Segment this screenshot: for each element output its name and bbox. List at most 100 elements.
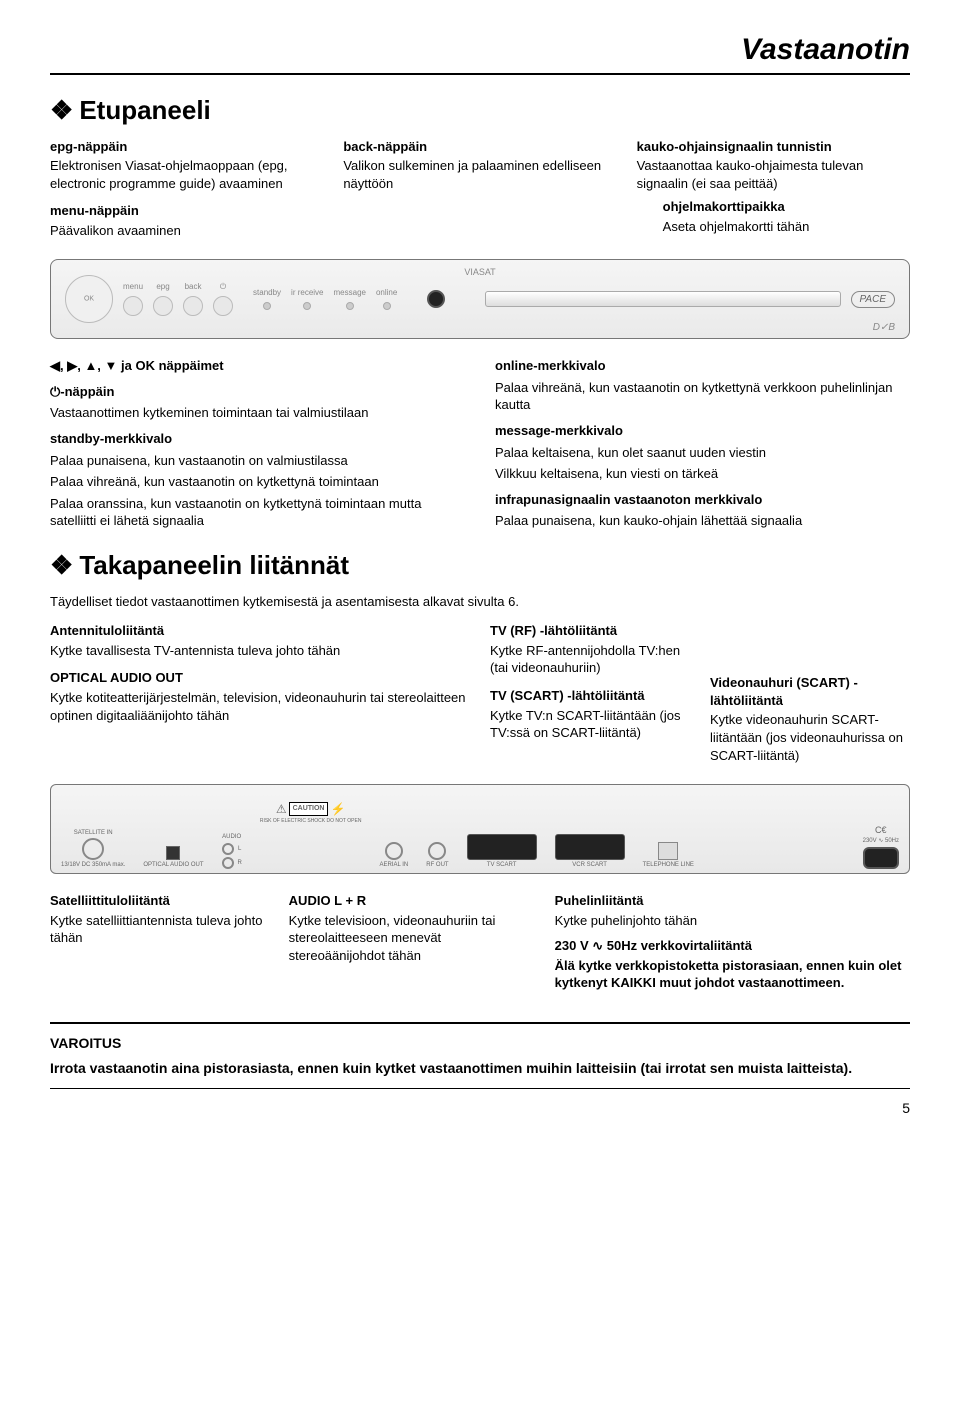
power-button-icon (213, 296, 233, 316)
back-bottom-labels: Satelliittituloliitäntä Kytke satelliitt… (50, 892, 910, 1002)
audio-head: AUDIO L + R (289, 892, 535, 910)
back-label-tel: TELEPHONE LINE (643, 862, 694, 869)
standby-l3: Palaa oranssina, kun vastaanotin on kytk… (50, 495, 465, 530)
tv-scart-icon (467, 834, 537, 860)
menu-text: Päävalikon avaaminen (50, 222, 323, 240)
message-led-head: message-merkkivalo (495, 422, 910, 440)
front-label-standby: standby (253, 288, 281, 299)
ir-head: kauko-ohjainsignaalin tunnistin (637, 138, 910, 156)
online-led-text: Palaa vihreänä, kun vastaanotin on kytke… (495, 379, 910, 414)
epg-button-icon (153, 296, 173, 316)
back-label-l: L (238, 846, 241, 853)
rca-r-icon (222, 857, 234, 869)
section-back-panel-title: ❖Takapaneelin liitännät (50, 548, 910, 583)
front-top-labels: epg-näppäin Elektronisen Viasat-ohjelmao… (50, 138, 910, 250)
back-button-icon (183, 296, 203, 316)
ir-sensor-icon (427, 290, 445, 308)
phone-head: Puhelinliitäntä (555, 892, 910, 910)
back-text: Valikon sulkeminen ja palaaminen edellis… (343, 157, 616, 192)
message-led-icon (346, 302, 354, 310)
page-number: 5 (50, 1099, 910, 1118)
warning-title: VAROITUS (50, 1034, 910, 1053)
section2-title-text: Takapaneelin liitännät (79, 550, 349, 580)
phone-port-icon (658, 842, 678, 860)
bullet-icon: ❖ (50, 95, 73, 125)
irrecv-led-icon (303, 302, 311, 310)
power-btn-text: Vastaanottimen kytkeminen toimintaan tai… (50, 404, 465, 422)
epg-text: Elektronisen Viasat-ohjelmaoppaan (epg, … (50, 157, 323, 192)
front-label-message: message (334, 288, 366, 299)
rf-out-icon (428, 842, 446, 860)
optical-text: Kytke kotiteatterijärjestelmän, televisi… (50, 689, 470, 724)
back-label-vcrscart: VCR SCART (572, 862, 607, 869)
power-text: Älä kytke verkkopistoketta pistorasiaan,… (555, 957, 910, 992)
section1-title-text: Etupaneeli (79, 95, 210, 125)
back-label-tvscart: TV SCART (487, 862, 517, 869)
ir-led-head: infrapunasignaalin vastaanoton merkkival… (495, 491, 910, 509)
ir-text: Vastaanottaa kauko-ohjaimesta tulevan si… (637, 157, 910, 192)
rca-l-icon (222, 843, 234, 855)
tvscart-head: TV (SCART) -lähtöliitäntä (490, 687, 690, 705)
vcrscart-text: Kytke videonauhurin SCART-liitäntään (jo… (710, 711, 910, 764)
power-btn-head: ⏻-näppäin (50, 383, 465, 401)
online-led-icon (383, 302, 391, 310)
device-back-illustration: SATELLITE IN 13/18V DC 350mA max. OPTICA… (50, 784, 910, 874)
audio-text: Kytke televisioon, videonauhuriin tai st… (289, 912, 535, 965)
optical-port-icon (166, 846, 180, 860)
ant-head: Antennituloliitäntä (50, 622, 470, 640)
optical-head: OPTICAL AUDIO OUT (50, 669, 470, 687)
front-label-epg: epg (156, 282, 169, 293)
page-title: Vastaanotin (50, 30, 910, 75)
warning-text: Irrota vastaanotin aina pistorasiasta, e… (50, 1059, 910, 1079)
section2-intro: Täydelliset tiedot vastaanottimen kytkem… (50, 593, 910, 611)
back-label-satsub: 13/18V DC 350mA max. (61, 862, 125, 869)
back-label-mains: 230V ∿ 50Hz (863, 838, 899, 845)
tvscart-text: Kytke TV:n SCART-liitäntään (jos TV:ssä … (490, 707, 690, 742)
caution-label: CAUTION (289, 802, 329, 815)
back-label-aerial: AERIAL IN (379, 862, 408, 869)
card-slot-icon (485, 291, 840, 307)
rfout-text: Kytke RF-antennijohdolla TV:hen (tai vid… (490, 642, 690, 677)
rfout-head: TV (RF) -lähtöliitäntä (490, 622, 690, 640)
dvb-logo: D✓B (873, 321, 895, 335)
ir-led-text: Palaa punaisena, kun kauko-ohjain lähett… (495, 512, 910, 530)
sat-port-icon (82, 838, 104, 860)
pace-logo: PACE (851, 291, 896, 309)
card-head: ohjelmakorttipaikka (663, 198, 910, 216)
dpad-icon (65, 275, 113, 323)
device-front-illustration: VIASAT menu epg back ⏻ standby ir receiv… (50, 259, 910, 339)
back-label-opt: OPTICAL AUDIO OUT (143, 862, 203, 869)
message-l2: Vilkkuu keltaisena, kun viesti on tärkeä (495, 465, 910, 483)
back-head: back-näppäin (343, 138, 616, 156)
power-head: 230 V ∿ 50Hz verkkovirtaliitäntä (555, 937, 910, 955)
sat-text: Kytke satelliittiantennista tuleva johto… (50, 912, 269, 947)
card-text: Aseta ohjelmakortti tähän (663, 218, 910, 236)
front-bottom-labels: ◀, ▶, ▲, ▼ ja OK näppäimet ⏻-näppäin Vas… (50, 357, 910, 529)
front-label-online: online (376, 288, 397, 299)
phone-text: Kytke puhelinjohto tähän (555, 912, 910, 930)
vcrscart-head: Videonauhuri (SCART) -lähtöliitäntä (710, 674, 910, 709)
section-front-panel-title: ❖Etupaneeli (50, 93, 910, 128)
sat-head: Satelliittituloliitäntä (50, 892, 269, 910)
bullet-icon-2: ❖ (50, 550, 73, 580)
front-label-power: ⏻ (220, 282, 226, 293)
online-led-head: online-merkkivalo (495, 357, 910, 375)
arrows-label: ◀, ▶, ▲, ▼ ja OK näppäimet (50, 357, 465, 375)
standby-l2: Palaa vihreänä, kun vastaanotin on kytke… (50, 473, 465, 491)
menu-head: menu-näppäin (50, 202, 323, 220)
back-top-labels: Antennituloliitäntä Kytke tavallisesta T… (50, 622, 910, 774)
standby-l1: Palaa punaisena, kun vastaanotin on valm… (50, 452, 465, 470)
viasat-logo: VIASAT (464, 266, 495, 278)
front-label-menu: menu (123, 282, 143, 293)
power-port-icon (863, 847, 899, 869)
back-label-r: R (238, 860, 242, 867)
ant-text: Kytke tavallisesta TV-antennista tuleva … (50, 642, 470, 660)
aerial-in-icon (385, 842, 403, 860)
back-label-audio: AUDIO (222, 834, 241, 841)
back-label-satin: SATELLITE IN (74, 830, 113, 837)
vcr-scart-icon (555, 834, 625, 860)
epg-head: epg-näppäin (50, 138, 323, 156)
standby-led-head: standby-merkkivalo (50, 430, 465, 448)
caution-sub: RISK OF ELECTRIC SHOCK DO NOT OPEN (260, 819, 362, 825)
front-label-irrecv: ir receive (291, 288, 323, 299)
